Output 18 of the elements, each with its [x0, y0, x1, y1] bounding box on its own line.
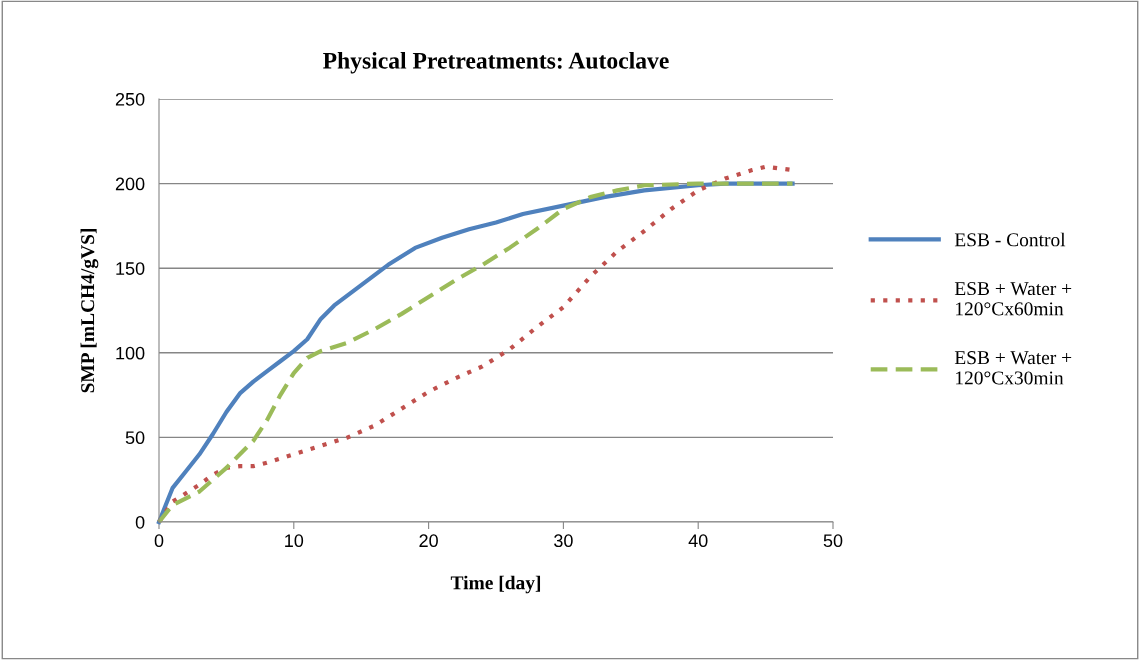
x-tick-label: 40	[688, 534, 708, 548]
x-tick-label: 30	[554, 534, 573, 548]
legend-label: ESB - Control	[954, 232, 1066, 247]
y-tick-label: 150	[116, 262, 145, 275]
x-tick-label: 50	[823, 534, 843, 548]
x-axis-title: Time [day]	[450, 575, 541, 594]
legend-label: ESB + Water + 120°Cx60min	[954, 282, 1072, 316]
legend-label: ESB + Water + 120°Cx30min	[954, 351, 1072, 385]
y-tick-label: 200	[115, 177, 145, 191]
y-tick-label: 100	[116, 346, 145, 360]
chart-title: Physical Pretreatments: Autoclave	[323, 52, 669, 74]
x-tick-label: 10	[285, 534, 304, 548]
y-axis-title: SMP [mLCH4/gVS]	[80, 229, 99, 393]
y-tick-label: 0	[135, 515, 145, 529]
y-tick-label: 250	[115, 92, 145, 106]
y-tick-label: 50	[125, 431, 145, 445]
x-tick-label: 20	[419, 534, 438, 548]
x-tick-label: 0	[154, 534, 164, 548]
